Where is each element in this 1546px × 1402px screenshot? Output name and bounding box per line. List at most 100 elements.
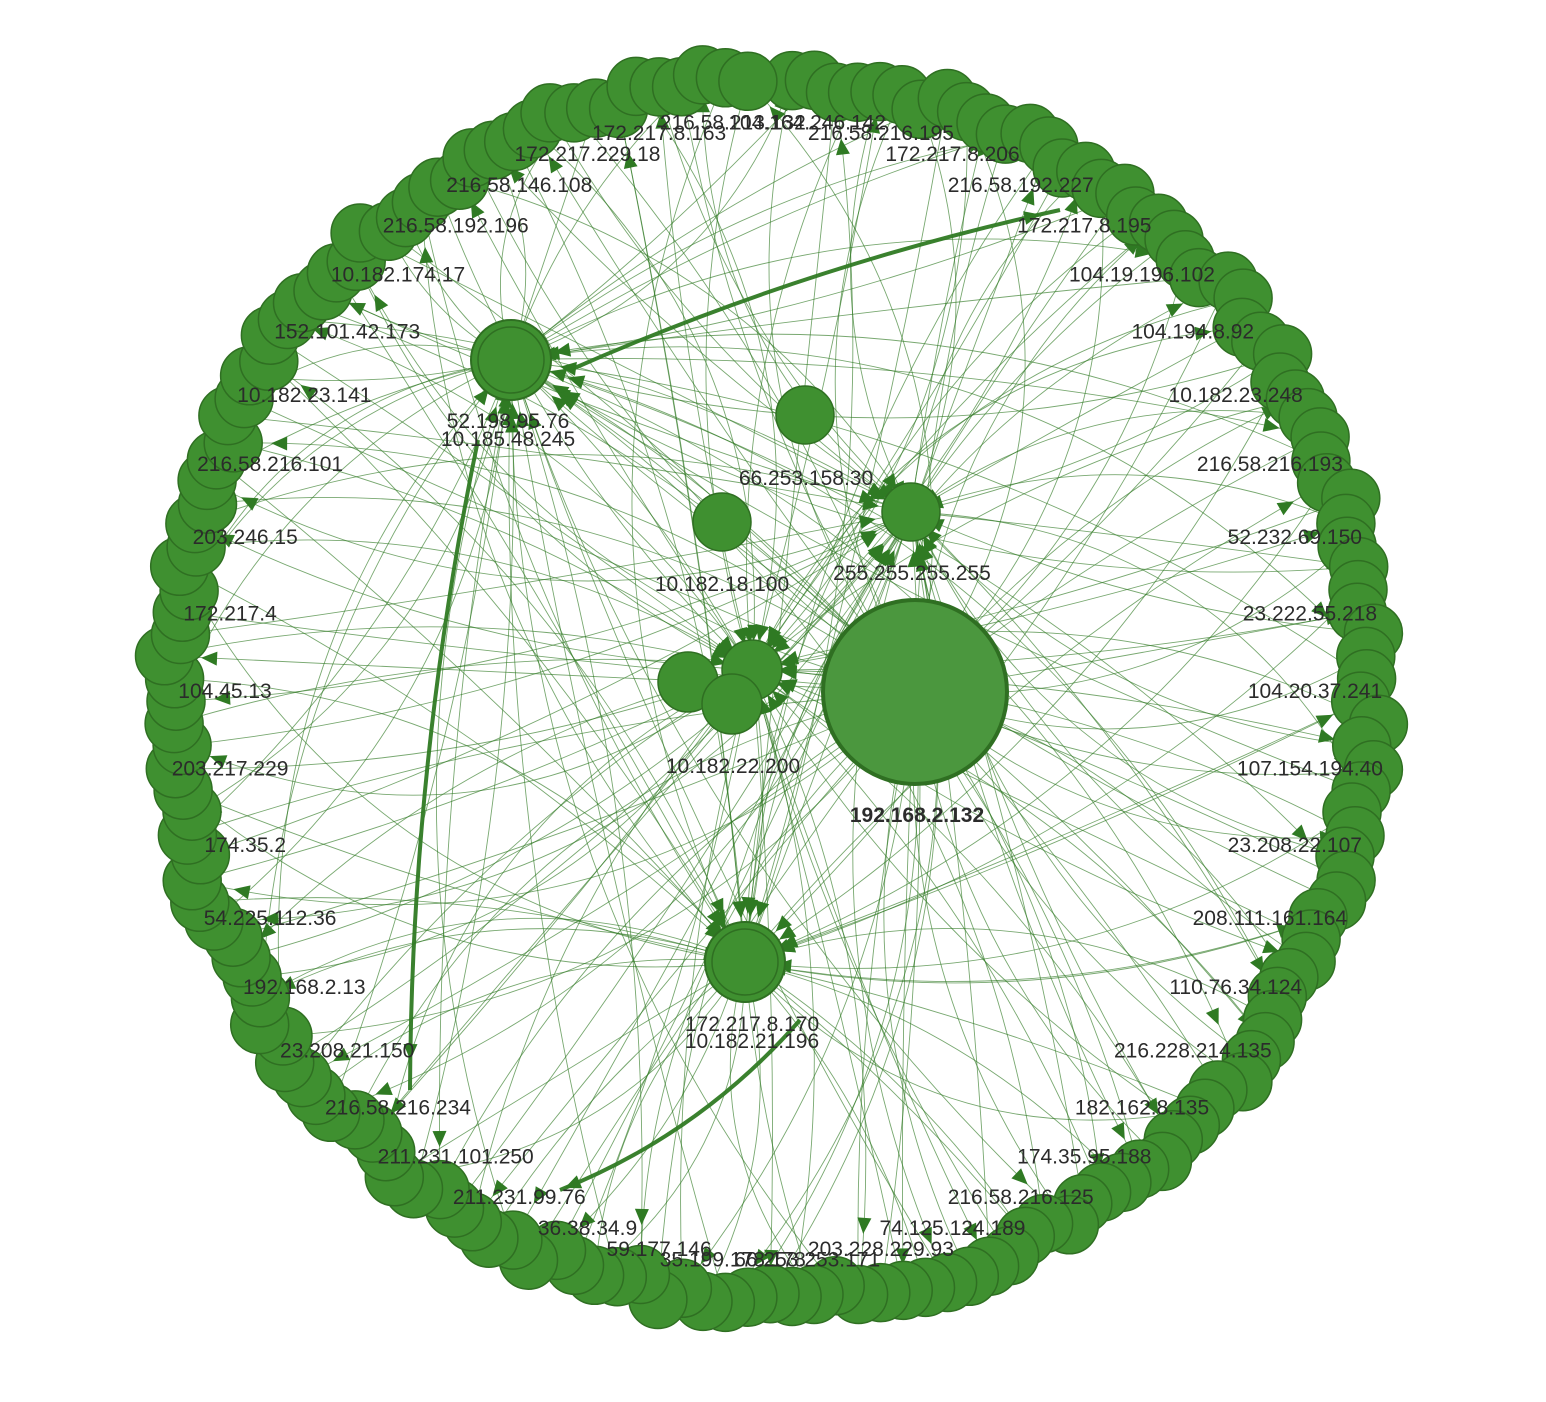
- arrowhead: [858, 515, 876, 529]
- outer-node-label: 54.225.112.36: [204, 907, 337, 930]
- outer-node-label: 216.58.146.108: [446, 174, 592, 197]
- label-10-182-18-100: 10.182.18.100: [655, 573, 789, 596]
- arrowhead: [374, 294, 389, 312]
- edge: [510, 238, 1186, 361]
- label-layer: 192.168.2.132 52.198.95.76 10.185.48.245…: [441, 410, 991, 1053]
- edge: [658, 86, 753, 671]
- arrowhead: [882, 473, 897, 491]
- edge: [680, 669, 753, 1289]
- edge: [512, 511, 912, 1241]
- edge: [574, 669, 753, 1266]
- edge: [513, 141, 746, 963]
- outer-node-label: 208.111.161.164: [1193, 907, 1348, 930]
- edge: [910, 511, 1359, 568]
- outer-node-label: 192.168.2.13: [243, 976, 366, 999]
- edge: [559, 1018, 802, 1192]
- arrowhead: [390, 1097, 407, 1114]
- edge: [179, 565, 746, 963]
- outer-node-label: 104.194.8.92: [1131, 320, 1254, 343]
- edge: [747, 80, 933, 693]
- outer-node-label: 59.177.146: [607, 1238, 712, 1261]
- arrowhead: [836, 138, 850, 156]
- arrowhead: [769, 106, 786, 123]
- outer-node-label: 216.58.192.196: [383, 214, 529, 237]
- arrowhead: [773, 637, 791, 653]
- arrowhead: [706, 909, 722, 927]
- label-66-253-158-30: 66.253.158.30: [739, 467, 873, 490]
- outer-node-label: 23.208.21.150: [280, 1040, 414, 1063]
- arrowhead: [300, 384, 318, 400]
- edge: [322, 290, 912, 513]
- arrowhead: [1011, 1168, 1028, 1185]
- edge: [744, 482, 1327, 963]
- label-52-198-95-76: 52.198.95.76: [447, 410, 570, 433]
- node-255-255-255-255[interactable]: [881, 482, 941, 542]
- edge: [910, 239, 1175, 513]
- hub-node[interactable]: [821, 598, 1009, 786]
- edge: [336, 272, 746, 963]
- label-10-182-22-200: 10.182.22.200: [666, 755, 800, 778]
- edge: [510, 192, 1126, 361]
- edge: [437, 187, 753, 671]
- arrowhead: [963, 1222, 977, 1241]
- edge: [532, 128, 916, 693]
- edge: [910, 122, 987, 513]
- arrowhead: [579, 1211, 596, 1228]
- arrowhead: [533, 1186, 548, 1204]
- edge: [744, 917, 1319, 982]
- edge: [510, 108, 922, 361]
- edge: [488, 961, 746, 1239]
- edge: [282, 691, 916, 1037]
- edge: [206, 480, 912, 582]
- arrowhead: [918, 1226, 932, 1245]
- hub-label: 192.168.2.132: [850, 804, 984, 827]
- edge: [243, 398, 916, 693]
- edge: [355, 261, 916, 693]
- edge: [510, 277, 1199, 361]
- edge: [192, 691, 916, 906]
- edge: [471, 691, 916, 1223]
- outer-node-layer: [134, 45, 1409, 1333]
- arrowhead: [492, 1179, 508, 1197]
- edge: [270, 334, 753, 671]
- arrowhead: [895, 1248, 910, 1265]
- outer-node[interactable]: [718, 51, 778, 112]
- edge: [850, 91, 912, 513]
- edge: [492, 149, 912, 513]
- edge: [227, 415, 912, 513]
- arrowhead: [1090, 1153, 1105, 1170]
- outer-node-label: 104.45.13: [178, 680, 271, 703]
- edge: [510, 359, 836, 1287]
- edge: [751, 669, 991, 1267]
- edge: [744, 700, 1361, 963]
- outer-label-layer: 104.164.246.142216.58.216.195172.217.8.2…: [172, 111, 1383, 1271]
- edge: [631, 77, 746, 963]
- edge: [744, 961, 1026, 1237]
- arrowhead: [1262, 940, 1280, 954]
- arrowhead: [551, 395, 568, 412]
- arrowhead: [755, 623, 770, 642]
- edge: [207, 497, 916, 693]
- arrowhead: [862, 496, 880, 511]
- edge: [510, 346, 1367, 657]
- arrowhead: [419, 246, 434, 264]
- edge: [182, 789, 746, 963]
- outer-node-label: 172.217.8.195: [1017, 214, 1151, 237]
- edge: [510, 353, 1283, 419]
- node-66-253-158-30[interactable]: [775, 385, 835, 445]
- edge: [394, 961, 746, 1178]
- arrowhead: [214, 690, 231, 705]
- edge: [315, 958, 746, 1096]
- edge: [910, 353, 1283, 513]
- arrowhead: [473, 388, 489, 406]
- edge: [182, 611, 916, 693]
- arrowhead: [554, 342, 572, 357]
- edge: [260, 928, 746, 999]
- node-10-182-cluster-c[interactable]: [701, 673, 763, 735]
- node-10-182-18-100[interactable]: [692, 492, 752, 552]
- arrowhead: [403, 1044, 418, 1061]
- arrowhead: [780, 665, 798, 680]
- edge: [744, 700, 1361, 963]
- arrowhead: [764, 1249, 779, 1266]
- edge: [173, 658, 916, 725]
